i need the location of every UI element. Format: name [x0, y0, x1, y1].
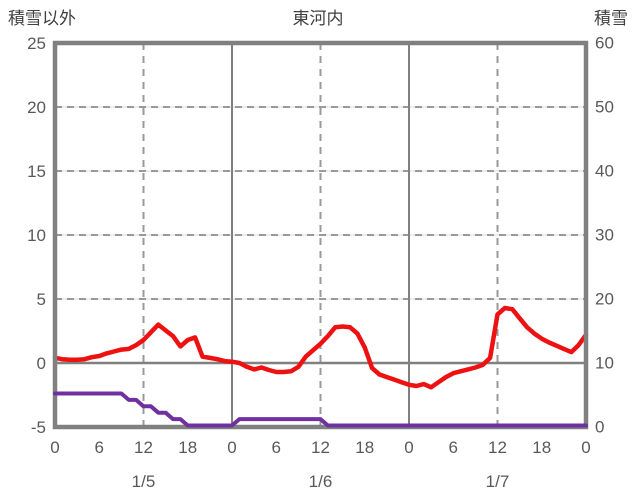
y-left-tick-label: 20 — [27, 98, 46, 117]
x-hour-label: 18 — [355, 438, 374, 457]
x-hour-label: 18 — [532, 438, 551, 457]
y-right-tick-label: 40 — [595, 162, 614, 181]
x-date-label: 1/5 — [132, 472, 156, 491]
x-hour-label: 0 — [581, 438, 590, 457]
y-right-tick-label: 0 — [595, 418, 604, 437]
x-hour-label: 18 — [178, 438, 197, 457]
x-hour-label: 12 — [488, 438, 507, 457]
y-right-tick-label: 60 — [595, 34, 614, 53]
left-axis-title: 積雪以外 — [8, 9, 76, 28]
y-right-tick-label: 30 — [595, 226, 614, 245]
snow-depth-line — [53, 391, 588, 428]
chart-title: 東河内 — [292, 9, 344, 28]
y-right-tick-label: 10 — [595, 354, 614, 373]
y-left-tick-label: 5 — [37, 290, 46, 309]
chart-header: 東河内 積雪以外 積雪 — [8, 4, 628, 29]
y-left-tick-label: 15 — [27, 162, 46, 181]
temperature-non-snow-line — [52, 305, 589, 390]
x-hour-label: 6 — [95, 438, 104, 457]
x-hour-label: 0 — [227, 438, 236, 457]
y-right-tick-label: 20 — [595, 290, 614, 309]
x-hour-label: 0 — [50, 438, 59, 457]
plot-border — [52, 40, 589, 430]
y-left-tick-label: 10 — [27, 226, 46, 245]
x-hour-label: 6 — [272, 438, 281, 457]
x-date-label: 1/7 — [486, 472, 510, 491]
y-right-tick-label: 50 — [595, 98, 614, 117]
x-hour-label: 6 — [449, 438, 458, 457]
x-hour-label: 12 — [134, 438, 153, 457]
x-hour-label: 0 — [404, 438, 413, 457]
right-axis-title: 積雪 — [594, 9, 628, 28]
y-left-tick-label: -5 — [31, 418, 46, 437]
y-left-tick-label: 0 — [37, 354, 46, 373]
y-left-tick-label: 25 — [27, 34, 46, 53]
x-hour-label: 12 — [311, 438, 330, 457]
x-date-label: 1/6 — [309, 472, 333, 491]
